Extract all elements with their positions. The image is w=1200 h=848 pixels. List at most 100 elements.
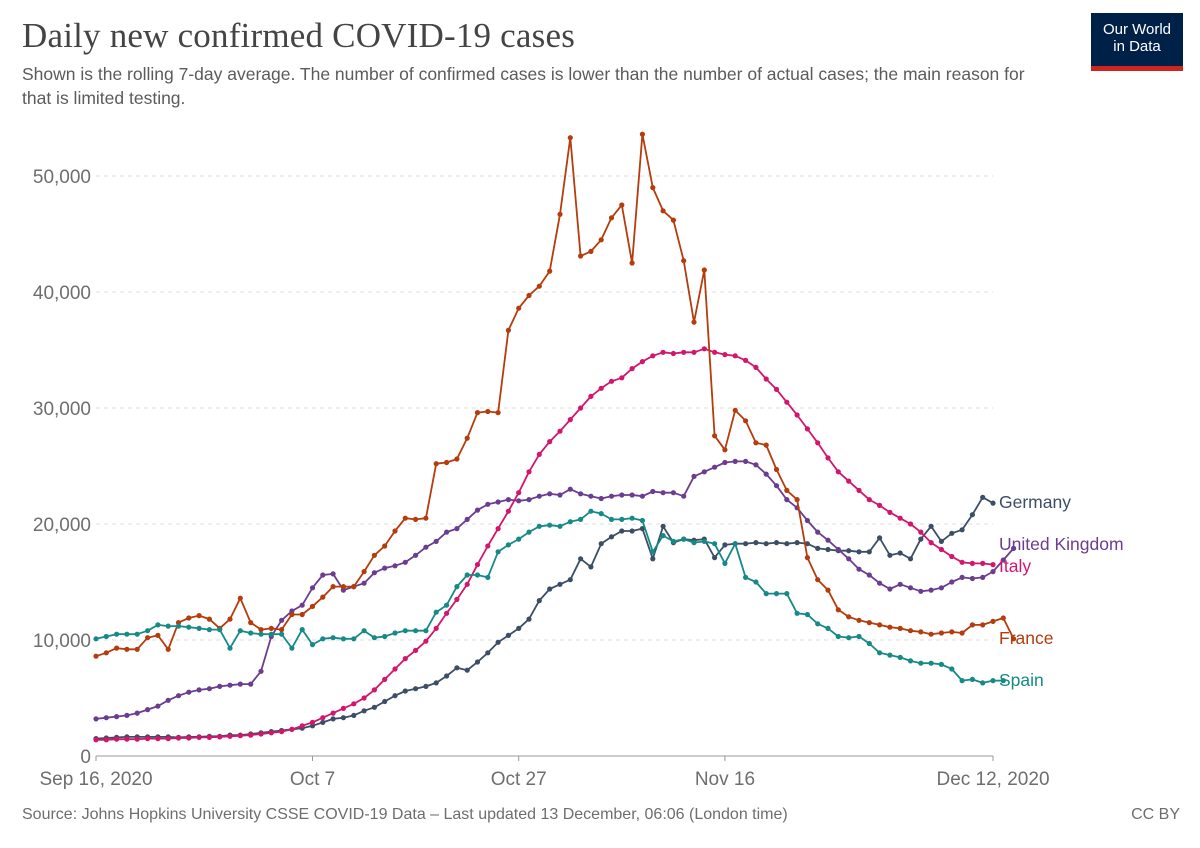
- data-point: [165, 623, 171, 629]
- data-point: [990, 569, 996, 575]
- data-point: [629, 366, 635, 372]
- y-tick-label: 0: [80, 747, 91, 768]
- data-point: [526, 292, 532, 299]
- data-point: [186, 735, 192, 741]
- data-point: [588, 564, 594, 570]
- data-point: [629, 515, 635, 521]
- data-point: [938, 630, 945, 636]
- data-point: [959, 678, 965, 684]
- data-point: [103, 633, 109, 640]
- data-point: [598, 510, 604, 517]
- data-point: [444, 529, 450, 535]
- data-point: [928, 523, 934, 529]
- data-point: [887, 509, 893, 515]
- data-point: [423, 638, 429, 644]
- data-point: [433, 680, 439, 686]
- data-point: [629, 528, 635, 534]
- data-point: [598, 541, 604, 547]
- data-point: [433, 625, 439, 632]
- data-point: [268, 631, 274, 637]
- data-point: [526, 497, 532, 503]
- data-point: [846, 478, 852, 484]
- data-point: [815, 621, 821, 627]
- data-point: [660, 208, 666, 214]
- data-point: [505, 497, 511, 503]
- data-point: [980, 494, 986, 500]
- logo-line-1: Our World: [1102, 21, 1172, 38]
- data-point: [495, 499, 501, 505]
- data-point: [907, 628, 914, 634]
- data-point: [258, 631, 264, 637]
- data-point: [825, 546, 831, 553]
- data-point: [93, 737, 99, 743]
- license-link[interactable]: CC BY: [1131, 806, 1180, 823]
- data-point: [289, 611, 295, 618]
- data-point: [670, 350, 677, 357]
- data-point: [516, 498, 522, 504]
- source-note: Source: Johns Hopkins University CSSE CO…: [22, 806, 788, 823]
- data-point: [681, 536, 687, 542]
- data-point: [505, 327, 511, 333]
- data-point: [588, 493, 594, 499]
- data-point: [114, 631, 120, 637]
- data-point: [124, 631, 130, 637]
- data-point: [505, 542, 511, 548]
- data-point: [206, 627, 212, 633]
- data-point: [907, 521, 914, 527]
- data-point: [330, 710, 336, 716]
- series-end-label: Spain: [999, 670, 1044, 690]
- data-point: [670, 217, 677, 223]
- data-point: [371, 552, 377, 558]
- data-point: [526, 616, 532, 622]
- data-point: [567, 417, 573, 423]
- data-point: [145, 736, 151, 742]
- data-point: [990, 500, 996, 506]
- data-point: [557, 523, 563, 529]
- data-point: [444, 673, 450, 679]
- data-point: [578, 556, 584, 562]
- data-point: [608, 493, 615, 499]
- data-point: [474, 507, 481, 513]
- data-point: [227, 616, 233, 622]
- data-point: [340, 636, 346, 642]
- data-point: [835, 546, 841, 553]
- data-point: [557, 211, 563, 217]
- data-point: [990, 678, 996, 684]
- data-point: [784, 487, 790, 493]
- data-point: [691, 319, 697, 325]
- data-point: [846, 635, 852, 641]
- data-point: [722, 542, 728, 548]
- data-point: [763, 471, 769, 477]
- data-point: [536, 598, 542, 604]
- data-point: [753, 579, 759, 585]
- data-point: [753, 540, 759, 546]
- data-point: [753, 440, 759, 446]
- data-point: [361, 695, 367, 701]
- data-point: [907, 556, 914, 562]
- data-point: [423, 544, 429, 550]
- data-point: [134, 646, 140, 652]
- data-point: [392, 693, 398, 699]
- data-point: [464, 581, 470, 587]
- data-point: [557, 581, 563, 587]
- data-point: [866, 640, 872, 647]
- data-point: [361, 580, 367, 586]
- data-point: [835, 633, 841, 640]
- data-point: [815, 545, 821, 552]
- data-point: [650, 488, 656, 495]
- owid-logo[interactable]: Our World in Data: [1091, 13, 1183, 71]
- data-point: [639, 131, 646, 137]
- data-point: [804, 555, 811, 561]
- data-point: [938, 546, 945, 553]
- data-point: [495, 410, 501, 416]
- data-point: [351, 712, 357, 719]
- data-point: [114, 736, 120, 742]
- data-point: [918, 536, 924, 542]
- data-point: [237, 595, 243, 601]
- data-point: [547, 268, 553, 274]
- data-point: [722, 560, 728, 567]
- data-point: [629, 260, 635, 266]
- data-point: [949, 579, 955, 585]
- x-tick-label: Oct 27: [491, 769, 547, 790]
- data-point: [763, 591, 769, 597]
